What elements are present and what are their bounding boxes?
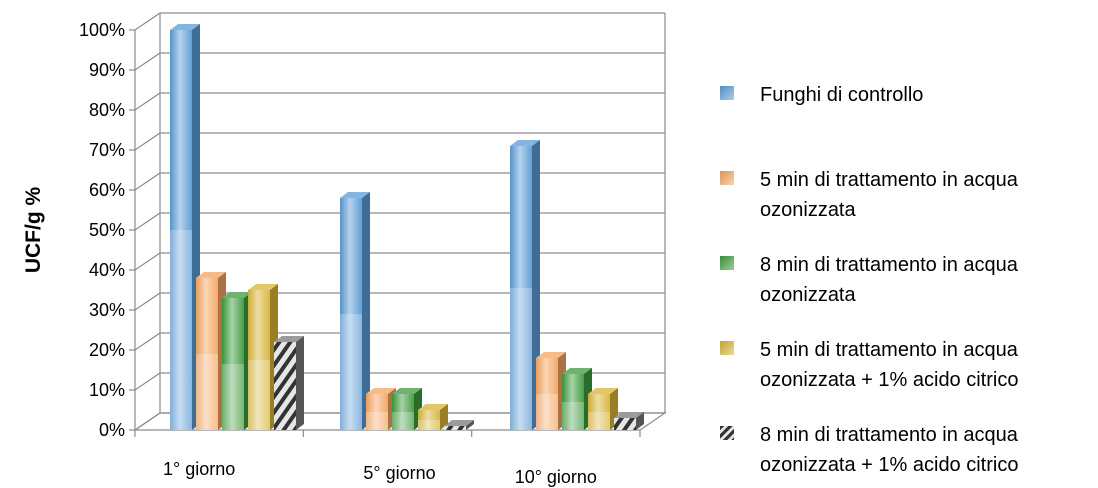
- bar: [536, 352, 566, 430]
- legend-swatch: [720, 171, 734, 185]
- y-tick-label: 40%: [89, 260, 125, 280]
- legend-swatch: [720, 256, 734, 270]
- y-tick-label: 10%: [89, 380, 125, 400]
- y-tick-label: 50%: [89, 220, 125, 240]
- y-tick-label: 60%: [89, 180, 125, 200]
- legend-label: Funghi di controllo: [760, 84, 924, 106]
- bar: [588, 388, 618, 430]
- y-tick-label: 80%: [89, 100, 125, 120]
- y-tick-label: 30%: [89, 300, 125, 320]
- bar: [510, 140, 540, 430]
- x-tick-label: 10° giorno: [515, 467, 597, 487]
- bar: [170, 24, 200, 430]
- legend-swatch: [720, 426, 734, 440]
- bar: [392, 388, 422, 430]
- legend-label: 5 min di trattamento in acqua ozonizzata…: [760, 339, 1019, 391]
- x-tick-label: 1° giorno: [163, 459, 235, 479]
- bar: [614, 412, 644, 430]
- gridline: [134, 252, 665, 271]
- gridline: [134, 92, 665, 111]
- bar: [366, 388, 396, 430]
- x-tick-label: 5° giorno: [363, 463, 435, 483]
- y-tick-label: 20%: [89, 340, 125, 360]
- bar: [562, 368, 592, 430]
- legend-swatch: [720, 341, 734, 355]
- y-tick-label: 90%: [89, 60, 125, 80]
- gridline: [134, 52, 665, 71]
- bar: [340, 192, 370, 430]
- y-tick-label: 0%: [99, 420, 125, 440]
- bar: [222, 292, 252, 430]
- legend-label: 8 min di trattamento in acqua ozonizzata…: [760, 424, 1019, 476]
- gridline: [134, 12, 665, 31]
- y-axis-label: UCF/g %: [22, 187, 45, 274]
- legend-label: 5 min di trattamento in acqua ozonizzata: [760, 169, 1018, 221]
- legend-label: 8 min di trattamento in acqua ozonizzata: [760, 254, 1018, 306]
- bar: [248, 284, 278, 430]
- legend-swatch: [720, 86, 734, 100]
- y-tick-label: 100%: [79, 20, 125, 40]
- gridline: [134, 132, 665, 151]
- bar: [196, 272, 226, 430]
- bar: [418, 404, 448, 430]
- y-tick-label: 70%: [89, 140, 125, 160]
- bar: [274, 336, 304, 430]
- bar: [444, 420, 474, 430]
- gridline: [134, 172, 665, 191]
- gridline: [134, 212, 665, 231]
